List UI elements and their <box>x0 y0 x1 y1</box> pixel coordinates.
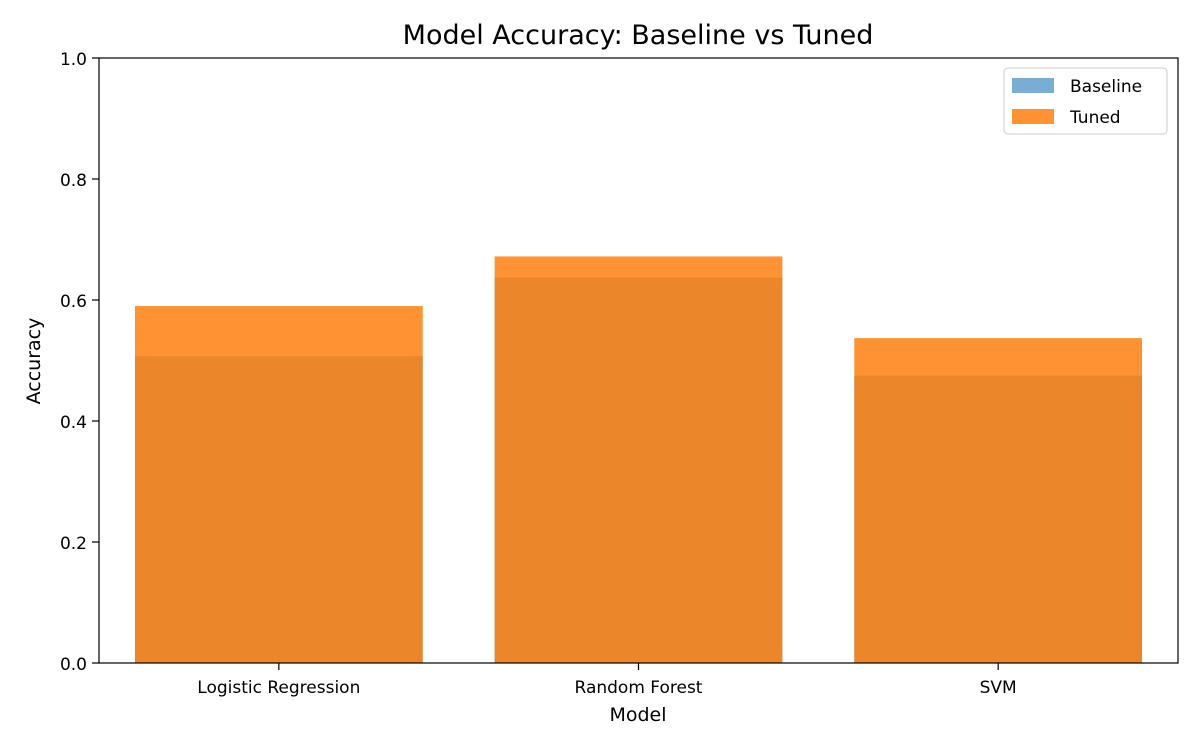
bars-layer <box>134 256 1143 663</box>
y-axis-label: Accuracy <box>23 318 45 405</box>
bar-tuned-1 <box>494 256 783 663</box>
plot-frame <box>98 57 1179 664</box>
x-axis-label: Model <box>609 704 666 726</box>
bar-tuned-0 <box>134 306 423 663</box>
y-tick-label: 1.0 <box>60 50 87 70</box>
legend-swatch-baseline <box>1012 78 1054 93</box>
y-axis: 0.0 0.2 0.4 0.6 0.8 1.0 <box>60 50 99 675</box>
y-tick-label: 0.6 <box>60 292 87 312</box>
legend-swatch-tuned <box>1012 109 1054 124</box>
x-axis: Logistic Regression Random Forest SVM <box>197 663 1017 698</box>
legend: Baseline Tuned <box>1003 67 1168 135</box>
y-tick-label: 0.4 <box>60 413 87 433</box>
x-tick-label: SVM <box>980 678 1017 698</box>
x-tick-label: Logistic Regression <box>197 678 360 698</box>
y-tick-label: 0.2 <box>60 534 87 554</box>
legend-label-tuned: Tuned <box>1069 108 1121 128</box>
legend-label-baseline: Baseline <box>1070 77 1142 97</box>
bar-tuned-2 <box>854 338 1143 663</box>
y-tick-label: 0.0 <box>60 655 87 675</box>
x-tick-label: Random Forest <box>575 678 703 698</box>
chart-title: Model Accuracy: Baseline vs Tuned <box>403 20 874 51</box>
y-tick-label: 0.8 <box>60 171 87 191</box>
